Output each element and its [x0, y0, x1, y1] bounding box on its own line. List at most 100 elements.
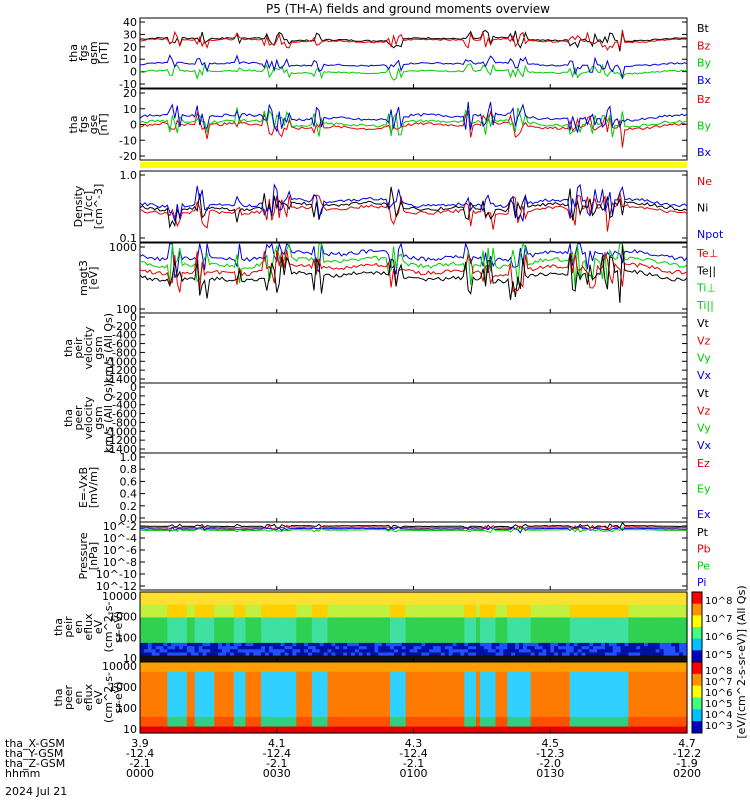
spectrogram-cell [370, 636, 376, 641]
spectrogram-cell [222, 658, 227, 663]
spectrogram-cell [140, 694, 145, 699]
spectrogram-cell [550, 652, 555, 657]
spectrogram-cell [518, 620, 524, 625]
spectrogram-cell [202, 611, 208, 615]
spectrogram-cell [483, 642, 489, 647]
spectrogram-cell [393, 639, 399, 644]
spectrogram-cell [308, 614, 313, 619]
spectrogram-cell [182, 658, 188, 663]
spectrogram-cell [409, 658, 415, 663]
spectrogram-cell [632, 607, 637, 612]
spectrogram-cell [151, 678, 157, 682]
spectrogram-cell [155, 652, 161, 657]
spectrogram-cell [476, 598, 481, 603]
spectrogram-cell [229, 620, 235, 625]
spectrogram-cell [608, 655, 614, 660]
spectrogram-cell [651, 620, 657, 625]
spectrogram-cell [354, 662, 360, 666]
spectrogram-cell [429, 604, 434, 609]
spectrogram-cell [229, 607, 235, 612]
spectrogram-cell [401, 646, 407, 650]
spectrogram-cell [327, 694, 333, 699]
spectrogram-cell [343, 691, 348, 695]
spectrogram-cell [331, 592, 336, 596]
spectrogram-cell [253, 720, 258, 724]
spectrogram-cell [479, 652, 485, 657]
spectrogram-cell [374, 665, 379, 670]
spectrogram-cell [526, 627, 532, 631]
spectrogram-cell [421, 713, 426, 718]
spectrogram-cell [476, 617, 481, 622]
spectrogram-cell [628, 598, 633, 603]
spectrogram-cell [311, 720, 317, 724]
spectrogram-cell [628, 627, 633, 631]
spectrogram-cell [319, 646, 325, 650]
spectrogram-cell [663, 623, 669, 628]
spectrogram-cell [155, 604, 161, 609]
spectrogram-cell [452, 658, 458, 663]
spectrogram-cell [444, 617, 450, 622]
spectrogram-cell [198, 726, 204, 731]
spectrogram-cell [651, 658, 657, 663]
spectrogram-cell [339, 642, 344, 647]
spectrogram-cell [210, 627, 215, 631]
spectrogram-cell [202, 601, 208, 606]
spectrogram-cell [233, 636, 239, 641]
spectrogram-cell [163, 707, 168, 712]
spectrogram-cell [483, 595, 489, 599]
spectrogram-cell [335, 668, 340, 673]
spectrogram-cell [225, 617, 231, 622]
spectrogram-cell [272, 707, 278, 712]
spectrogram-cell [143, 627, 149, 631]
spectrogram-cell [616, 658, 622, 663]
spectrogram-cell [319, 662, 325, 666]
spectrogram-cell [253, 595, 258, 599]
spectrogram-cell [397, 671, 403, 676]
y-tick-label: 0.1 [120, 232, 138, 245]
series-ne [139, 192, 688, 232]
spectrogram-cell [143, 652, 149, 657]
series-ti|| [139, 242, 688, 288]
spectrogram-cell [460, 633, 465, 638]
spectrogram-cell [429, 649, 434, 654]
spectrogram-cell [311, 703, 317, 708]
spectrogram-cell [675, 655, 680, 660]
spectrogram-cell [229, 646, 235, 650]
spectrogram-cell [589, 617, 594, 622]
spectrogram-cell [175, 614, 180, 619]
spectrogram-cell [495, 617, 501, 622]
spectrogram-cell [253, 617, 258, 622]
spectrogram-cell [175, 684, 180, 689]
spectrogram-cell [663, 649, 669, 654]
spectrogram-cell [401, 655, 407, 660]
spectrogram-cell [331, 713, 336, 718]
spectrogram-cell [331, 729, 336, 734]
spectrogram-cell [331, 710, 336, 715]
spectrogram-cell [249, 723, 254, 728]
y-tick-label: 0 [130, 311, 137, 324]
spectrogram-cell [155, 662, 161, 666]
spectrogram-cell [452, 642, 458, 647]
spectrogram-cell [343, 595, 348, 599]
spectrogram-cell [374, 707, 379, 712]
spectrogram-cell [577, 614, 583, 619]
spectrogram-cell [222, 678, 227, 682]
spectrogram-cell [288, 658, 293, 663]
spectrogram-cell [495, 658, 501, 663]
spectrogram-cell [409, 614, 415, 619]
spectrogram-cell [268, 713, 274, 718]
spectrogram-cell [179, 703, 184, 708]
spectrogram-cell [374, 700, 379, 705]
spectrogram-cell [679, 639, 684, 644]
spectrogram-cell [253, 604, 258, 609]
spectrogram-cell [421, 652, 426, 657]
spectrogram-cell [147, 668, 153, 673]
spectrogram-cell [222, 623, 227, 628]
spectrogram-cell [190, 723, 196, 728]
spectrogram-cell [644, 611, 649, 615]
spectrogram-cell [245, 710, 250, 715]
spectrogram-cell [616, 633, 622, 638]
spectrogram-cell [155, 617, 161, 622]
spectrogram-cell [147, 700, 153, 705]
